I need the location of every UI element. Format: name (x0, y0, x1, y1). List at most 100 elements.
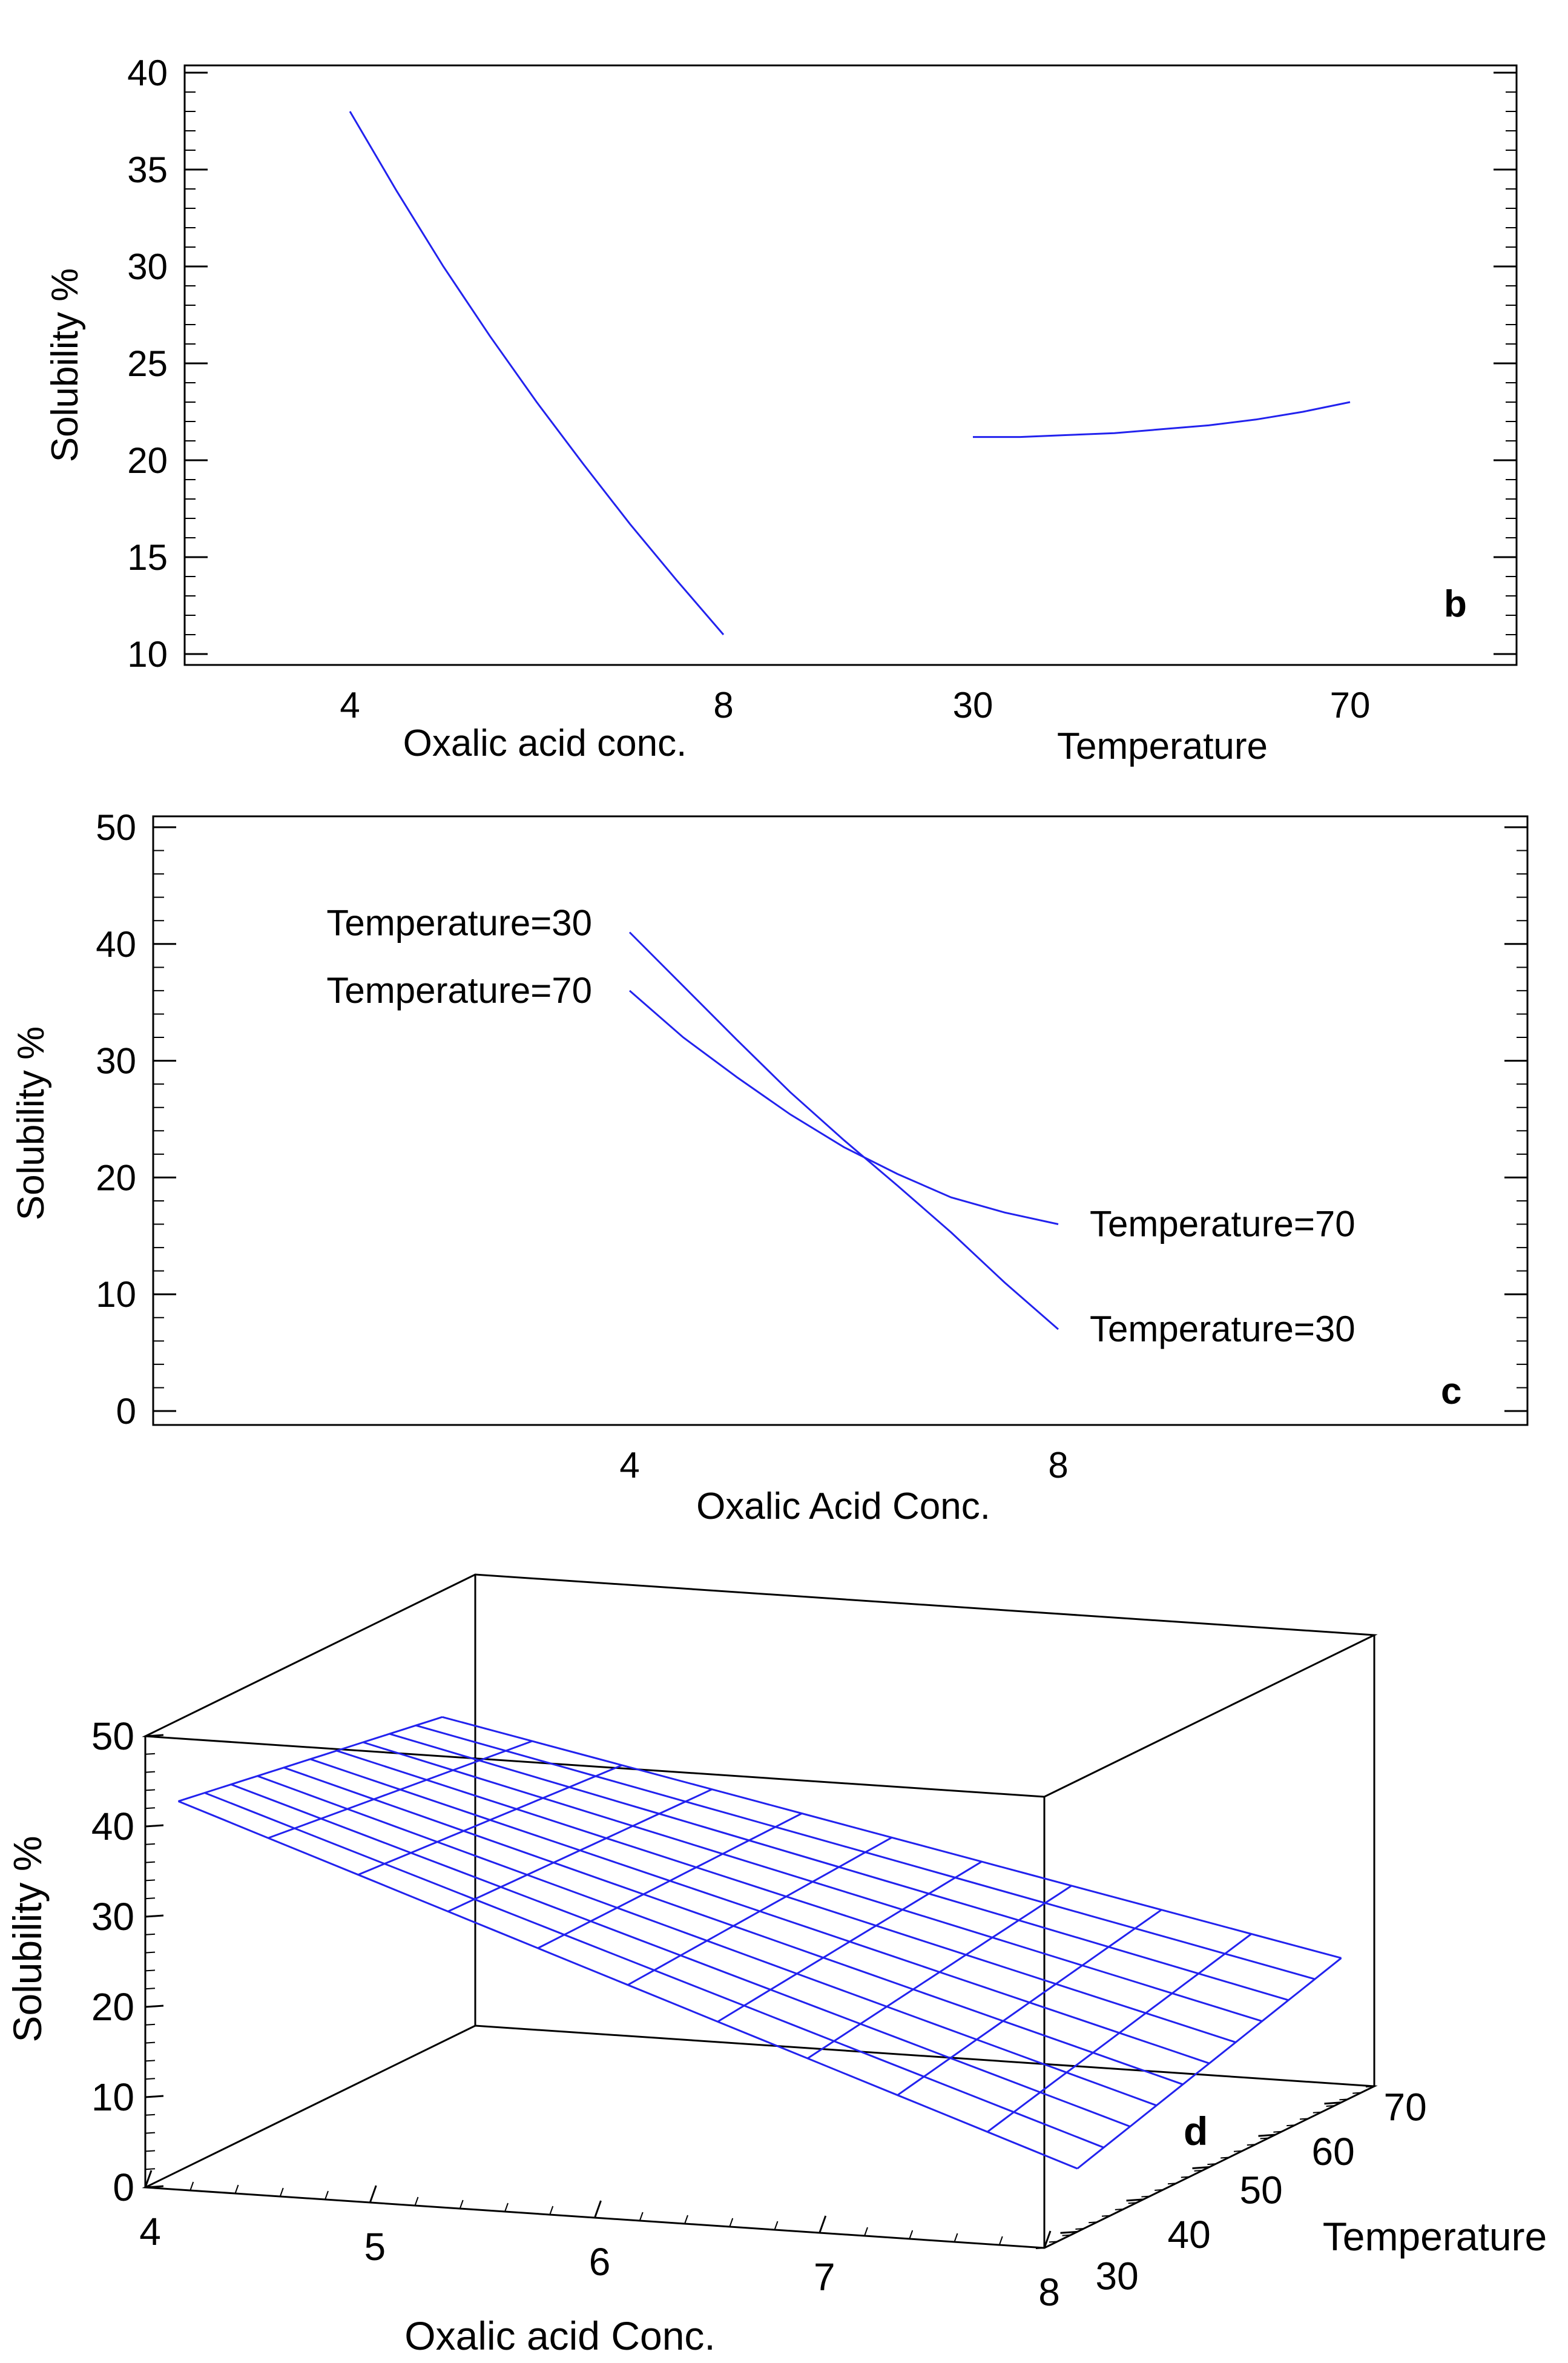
x-minor-tick (189, 2181, 194, 2191)
z-tick-label: 50 (91, 1714, 134, 1758)
panel-b-y-axis: 10 15 20 25 30 35 40 (127, 53, 1517, 675)
x-minor-tick (504, 2203, 509, 2212)
panel-d-ylabel: Temperature (1323, 2214, 1547, 2259)
panel-c-annotations: Temperature=30 Temperature=70 Temperature=… (326, 903, 1355, 1350)
z-minor-tick (145, 2060, 156, 2062)
t-tick-label: 40 (1168, 2213, 1211, 2256)
annotation-left: Temperature=70 (326, 970, 592, 1011)
panel-b-xlabel-1: Oxalic acid conc. (403, 722, 687, 764)
panel-d-label: d (1184, 2109, 1208, 2153)
t-minor-tick (1313, 2111, 1322, 2113)
panel-b: 10 15 20 25 30 35 40 4 8 30 70 Solubility % Oxali… (44, 53, 1518, 767)
y-tick-label: 10 (96, 1274, 136, 1315)
panel-d-ticks: 0 10 20 30 40 50 4 5 6 7 8 30 40 50 60 70 (91, 1714, 1427, 2314)
x-minor-tick (774, 2221, 779, 2230)
surface-grid-line-t (231, 1783, 1131, 2127)
z-minor-tick (145, 1843, 156, 1845)
annotation-right: Temperature=30 (1090, 1309, 1356, 1349)
t-minor-tick (1035, 2247, 1045, 2249)
panel-b-curves (349, 111, 1351, 635)
box-top (142, 1573, 1378, 1798)
z-minor-tick (145, 1933, 156, 1935)
z-minor-tick (145, 1951, 156, 1954)
t-minor-tick (1220, 2156, 1230, 2159)
x-tick-label: 7 (814, 2255, 835, 2299)
x-minor-tick (819, 2224, 823, 2233)
panel-d-xlabel: Oxalic acid Conc. (404, 2313, 716, 2358)
z-tick-label: 30 (91, 1895, 134, 1938)
z-minor-tick (145, 2150, 156, 2152)
surface-grid-line-t (283, 1766, 1184, 2086)
t-minor-tick (1194, 2169, 1203, 2172)
surface-grid-line-t (257, 1775, 1157, 2107)
y-tick-label: 40 (96, 924, 136, 965)
x-minor-tick (324, 2190, 329, 2200)
x-minor-tick (909, 2230, 914, 2239)
surface-grid-line-t (310, 1758, 1210, 2064)
t-minor-tick (1299, 2118, 1309, 2120)
y-tick-label: 15 (127, 537, 168, 578)
surface-grid-line-t (415, 1724, 1316, 1980)
t-minor-tick (1181, 2176, 1190, 2178)
y-tick-label: 50 (96, 807, 136, 848)
t-minor-tick (1062, 2234, 1071, 2236)
x-tick-label: 8 (1048, 1445, 1068, 1486)
y-tick-label: 20 (96, 1157, 136, 1198)
panel-c-ylabel: Solubility % (10, 1026, 52, 1220)
z-tick (145, 2185, 164, 2189)
curve-oxalic (349, 111, 725, 635)
panel-b-frame (183, 64, 1518, 666)
t-minor-tick (1089, 2221, 1098, 2224)
x-tick-label: 6 (589, 2240, 611, 2284)
t-minor-tick (1339, 2098, 1348, 2101)
x-tick-label: 8 (713, 685, 733, 725)
z-minor-tick (145, 1988, 156, 1990)
z-minor-tick (145, 1897, 156, 1900)
t-tick-label: 30 (1096, 2254, 1139, 2298)
surface-grid-line-t (204, 1792, 1104, 2149)
t-tick (1060, 2230, 1078, 2234)
surface-grid-line-t (389, 1733, 1289, 2001)
z-tick (145, 2095, 164, 2098)
panel-d-zlabel: Solubility % (5, 1836, 50, 2042)
t-minor-tick (1049, 2241, 1058, 2243)
x-tick-label: 5 (364, 2225, 386, 2269)
x-minor-tick (145, 2178, 149, 2188)
x-minor-tick (864, 2227, 868, 2236)
t-minor-tick (1365, 2086, 1375, 2087)
y-tick-label: 0 (116, 1391, 136, 1432)
y-tick-label: 30 (96, 1041, 136, 1082)
panel-b-x-axis: 4 8 30 70 (340, 685, 1370, 725)
t-minor-tick (1167, 2183, 1177, 2185)
panel-c-xlabel: Oxalic Acid Conc. (696, 1486, 990, 1527)
t-tick (1324, 2101, 1342, 2105)
z-minor-tick (145, 2078, 156, 2080)
z-tick (145, 1734, 164, 1737)
z-tick-label: 10 (91, 2075, 134, 2119)
y-tick-label: 30 (127, 246, 168, 287)
annotation-right: Temperature=70 (1090, 1204, 1356, 1244)
curve-temperature-30 (628, 931, 1059, 1330)
z-minor-tick (145, 1969, 156, 1972)
y-tick-label: 20 (127, 440, 168, 481)
x-minor-tick (639, 2212, 644, 2221)
panel-c-label: c (1441, 1370, 1461, 1412)
t-minor-tick (1247, 2144, 1256, 2146)
z-tick (145, 1914, 164, 1918)
t-tick (1258, 2133, 1276, 2137)
x-minor-tick (729, 2218, 734, 2227)
x-minor-tick (684, 2215, 688, 2224)
x-tick-label: 8 (1038, 2270, 1060, 2314)
y-tick-label: 40 (127, 53, 168, 93)
panel-c-curves (628, 931, 1059, 1330)
t-tick-label: 50 (1240, 2169, 1283, 2212)
curve-temperature (973, 401, 1351, 438)
panel-b-ylabel: Solubility % (44, 268, 86, 462)
t-tick-label: 60 (1312, 2130, 1355, 2173)
surface-grid-line-t (336, 1750, 1236, 2043)
panel-b-xlabel-2: Temperature (1057, 725, 1268, 767)
